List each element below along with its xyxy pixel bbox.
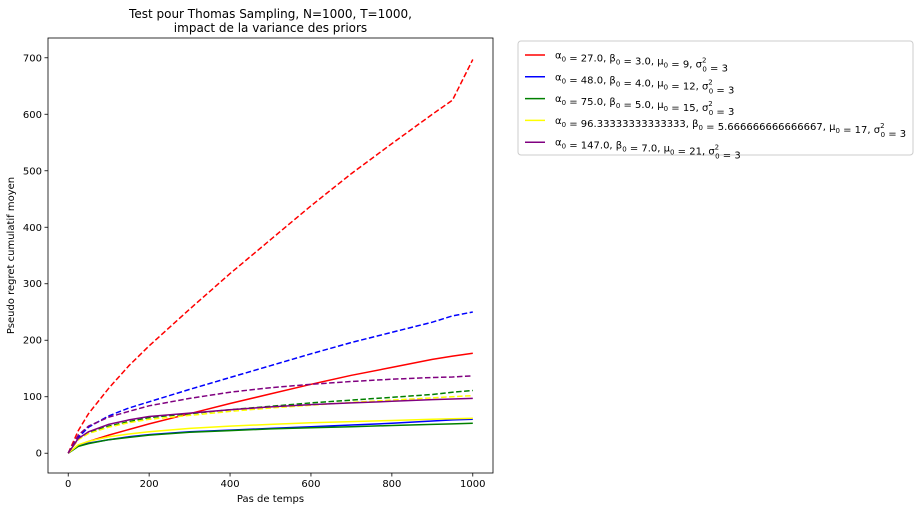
series-line-yellow-dashed (67, 394, 473, 454)
plot-frame (47, 37, 494, 474)
y-tick-label: 300 (23, 279, 42, 290)
series-line-green-solid (67, 422, 473, 454)
y-tick-label: 0 (36, 449, 42, 460)
x-tick-label: 0 (65, 479, 71, 490)
chart-title: Test pour Thomas Sampling, N=1000, T=100… (128, 7, 412, 21)
y-tick-label: 600 (23, 110, 42, 121)
series-line-purple-dashed (67, 375, 473, 454)
chart-subtitle: impact de la variance des priors (174, 21, 367, 35)
x-tick-label: 800 (382, 479, 401, 490)
legend-label: α0 = 147.0, β0 = 7.0, μ0 = 21, σ2 0 = 3 (555, 138, 741, 162)
y-axis-label: Pseudo regret cumulatif moyen (6, 177, 17, 334)
legend-label: α0 = 75.0, β0 = 5.0, μ0 = 15, σ2 0 = 3 (555, 94, 734, 118)
series-layer (67, 59, 474, 454)
y-tick-label: 500 (23, 166, 42, 177)
x-tick-label: 400 (220, 479, 239, 490)
legend-box (517, 40, 914, 156)
legend-label: α0 = 27.0, β0 = 3.0, μ0 = 9, σ2 0 = 3 (555, 51, 728, 75)
y-tick-label: 200 (23, 336, 42, 347)
y-tick-label: 400 (23, 223, 42, 234)
x-axis-label: Pas de temps (237, 494, 304, 505)
y-tick-label: 100 (23, 392, 42, 403)
series-line-yellow-solid (67, 417, 473, 454)
legend-label: α0 = 48.0, β0 = 4.0, μ0 = 12, σ2 0 = 3 (555, 72, 734, 96)
series-line-purple-solid (67, 397, 473, 454)
y-tick-label: 700 (23, 53, 42, 64)
x-tick-label: 200 (140, 479, 159, 490)
legend-label: α0 = 96.33333333333333, β0 = 5.666666666… (555, 116, 906, 140)
legend: α0 = 27.0, β0 = 3.0, μ0 = 9, σ2 0 = 3α0 =… (517, 40, 914, 162)
series-line-red-dashed (67, 59, 474, 454)
tick-layer: 0 200 400 600 800 1000 0 100 200 300 400 500 600 700 (23, 53, 486, 490)
x-tick-label: 600 (301, 479, 320, 490)
x-tick-label: 1000 (460, 479, 485, 490)
